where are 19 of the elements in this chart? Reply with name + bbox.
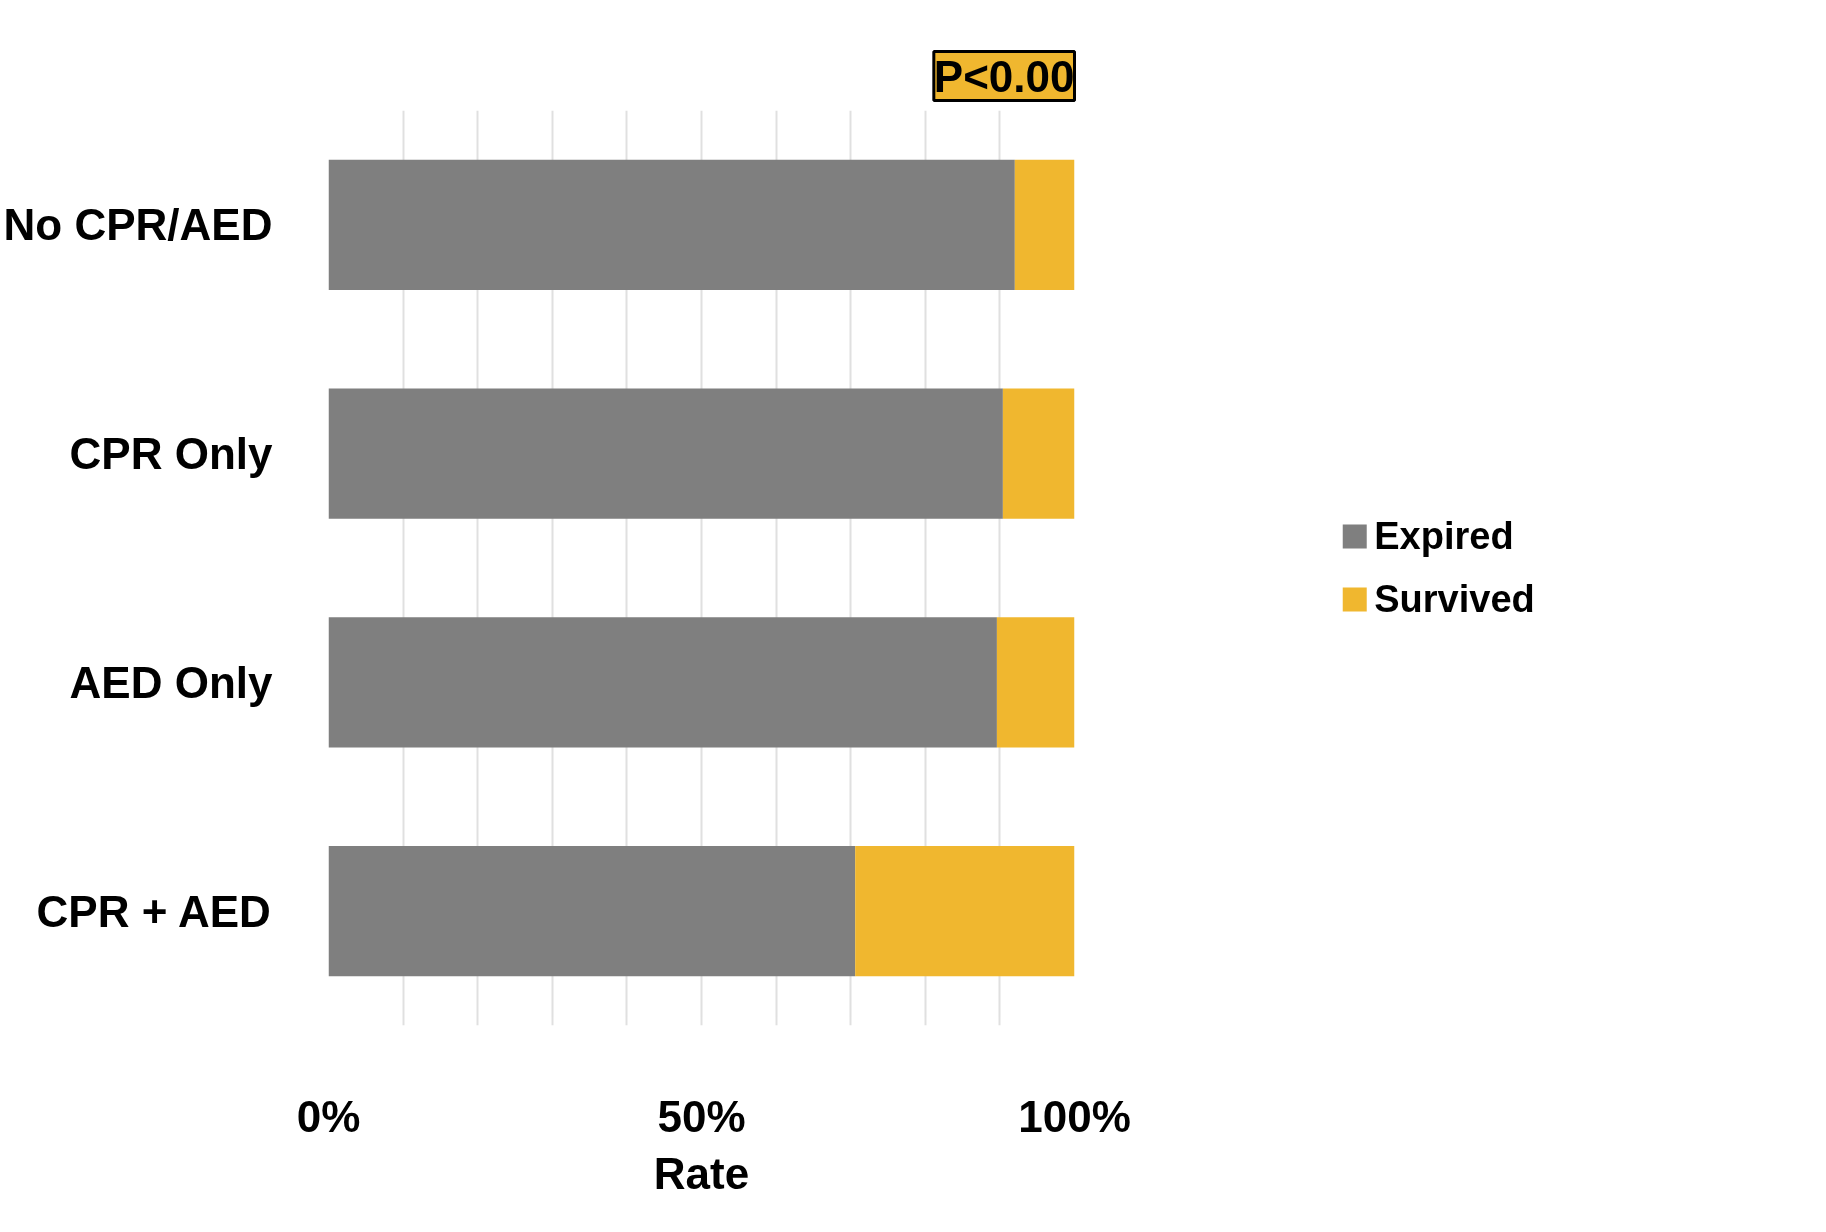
legend-label: Expired: [1374, 514, 1514, 558]
bar: [328, 845, 856, 977]
y-tick-label: No CPR/AED: [3, 200, 273, 250]
y-tick-label: CPR + AED: [36, 886, 271, 936]
x-tick-label: 0%: [296, 1091, 361, 1141]
x-axis-title: Rate: [653, 1148, 750, 1198]
bar: [855, 845, 1075, 977]
x-tick-label: 50%: [657, 1091, 746, 1141]
x-tick-label: 100%: [1018, 1091, 1131, 1141]
bar: [1014, 159, 1075, 291]
legend-label: Survived: [1374, 577, 1535, 621]
bar: [1002, 388, 1075, 519]
bar: [328, 617, 997, 748]
text: P<0.00: [933, 51, 1075, 101]
bar: [328, 159, 1015, 291]
bar: [996, 617, 1075, 748]
y-tick-label: AED Only: [69, 657, 274, 707]
bar: [328, 388, 1003, 519]
y-tick-label: CPR Only: [69, 429, 274, 479]
